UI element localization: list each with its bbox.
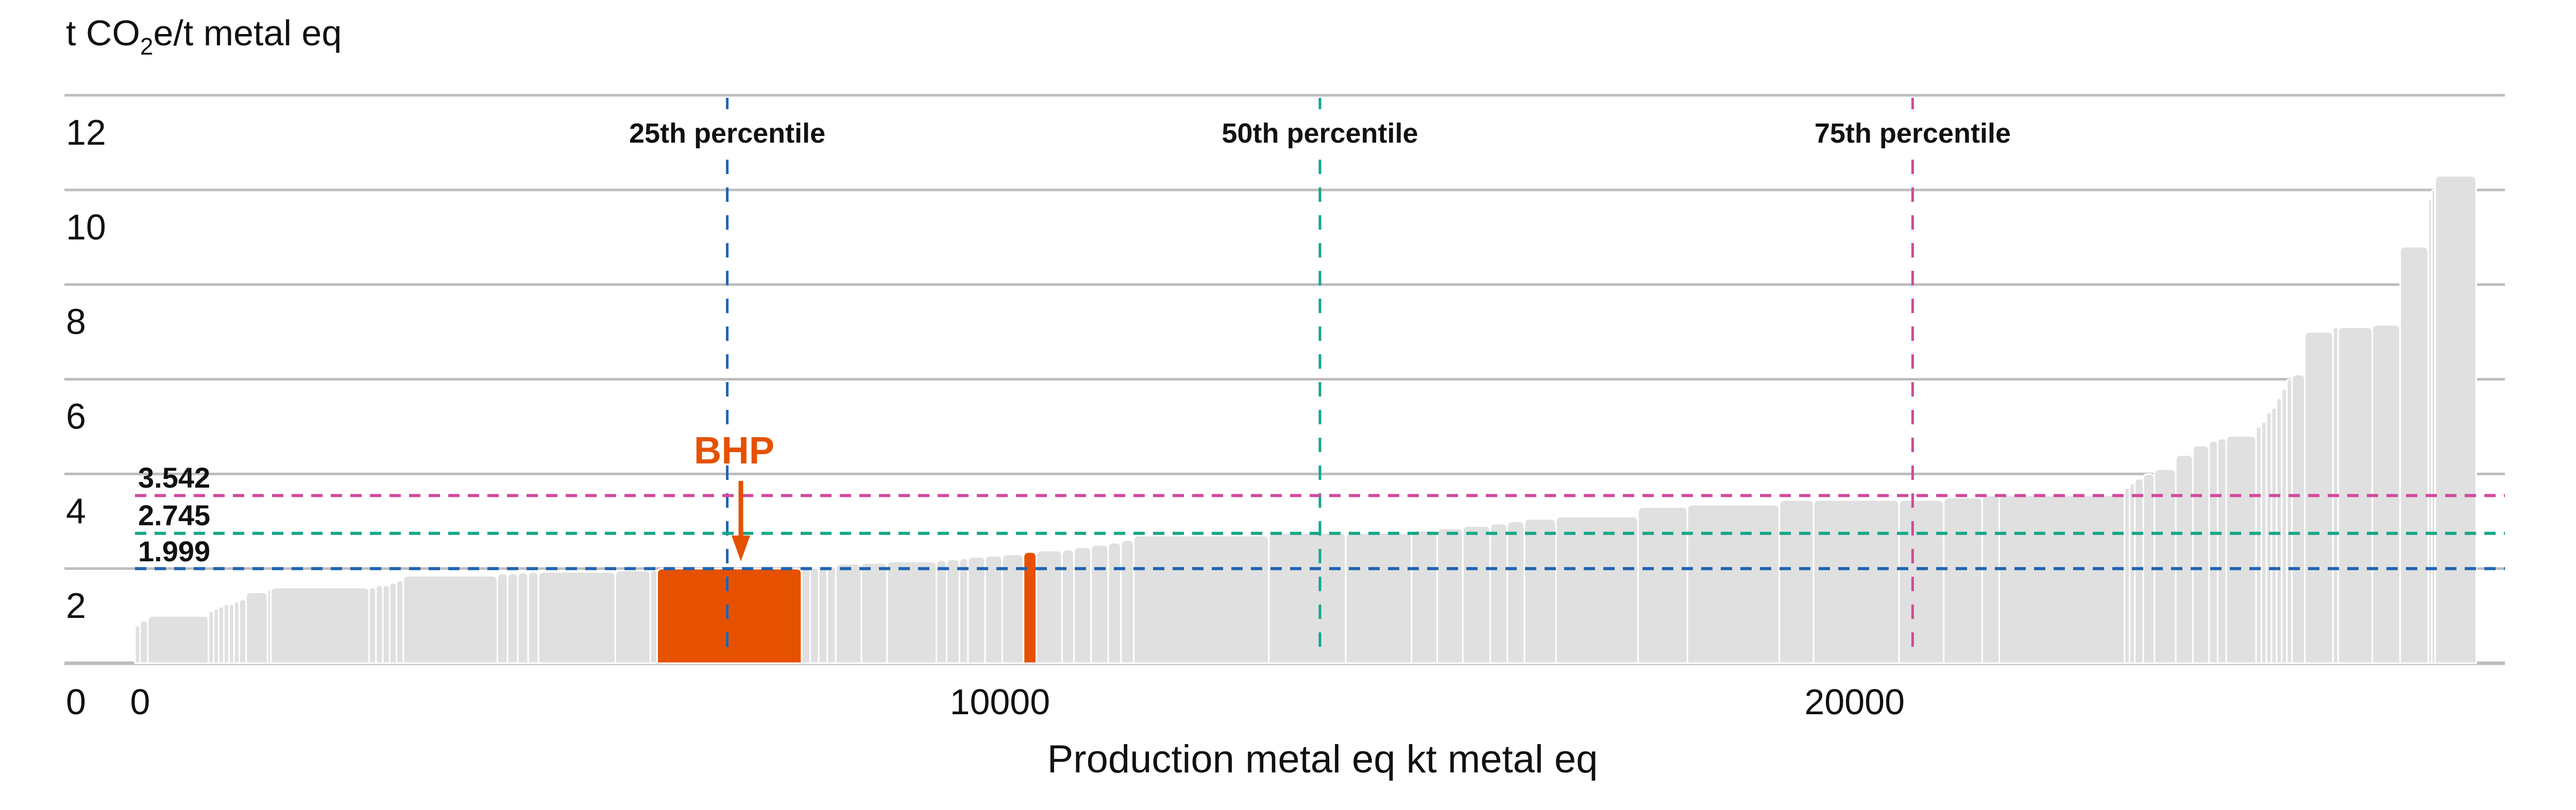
bar (1073, 546, 1092, 664)
bar (1120, 539, 1135, 664)
bar (1411, 530, 1438, 664)
percentile-value-label: 2.745 (138, 499, 210, 531)
bar (402, 575, 498, 664)
y-tick-label: 12 (66, 112, 106, 152)
y-tick-label: 6 (66, 397, 86, 437)
bar (2399, 246, 2429, 664)
bar (2371, 324, 2401, 664)
bar (1001, 554, 1025, 664)
bar (527, 571, 539, 664)
bar (1686, 504, 1781, 664)
bar (1523, 518, 1557, 664)
bar (1061, 548, 1075, 664)
bar (2291, 373, 2306, 664)
bar (270, 587, 370, 664)
bar (1981, 494, 2001, 664)
bar (368, 587, 377, 664)
y-axis-title: t CO2e/t metal eq (66, 13, 342, 60)
bar (835, 563, 862, 664)
bar (506, 572, 519, 664)
bar (945, 558, 960, 664)
percentile-label: 75th percentile (1815, 118, 2011, 149)
bhp-label: BHP (694, 429, 774, 472)
y-tick-label: 8 (66, 302, 86, 342)
bar (1345, 532, 1413, 664)
bar (2208, 440, 2218, 664)
bar (1107, 542, 1122, 664)
bars (134, 175, 2477, 664)
bar (2134, 478, 2144, 664)
bar (2225, 435, 2257, 664)
bar (537, 571, 616, 664)
bar (147, 615, 210, 664)
bar (2216, 437, 2227, 664)
x-tick-label: 20000 (1804, 682, 1905, 722)
bhp-bar (656, 567, 803, 664)
y-tick-label: 10 (66, 207, 106, 247)
bar (2154, 468, 2177, 664)
bar (1090, 544, 1109, 664)
bar (958, 557, 969, 664)
bar (375, 584, 384, 664)
bar (614, 570, 651, 664)
bar (886, 560, 938, 664)
bar (517, 572, 529, 664)
bar (984, 555, 1003, 664)
bar (1637, 506, 1688, 664)
bar (936, 559, 947, 664)
bhp-arrow-icon (732, 536, 750, 561)
y-tick-label: 4 (66, 491, 86, 531)
bar (139, 619, 149, 664)
y-tick-label: 0 (66, 682, 86, 722)
y-tick-label: 2 (66, 585, 86, 626)
bar (1943, 496, 1983, 664)
bar (2175, 454, 2194, 664)
bar (801, 567, 811, 664)
bar (818, 565, 828, 664)
bar (1778, 499, 1815, 664)
y-tick-labels: 0 2 4 6 8 10 12 (66, 112, 106, 722)
bar (1812, 499, 1900, 664)
bar (238, 598, 247, 664)
percentile-value-label: 1.999 (138, 535, 210, 567)
bar (1268, 532, 1347, 664)
x-tick-label: 0 (130, 682, 150, 722)
bar (1998, 494, 2126, 664)
bar (2304, 331, 2334, 664)
bar (649, 569, 658, 664)
bar (1436, 527, 1464, 664)
bar (2192, 444, 2210, 664)
bar (1898, 499, 1945, 664)
bar (496, 572, 509, 664)
bar (1133, 535, 1270, 664)
percentile-label: 25th percentile (629, 118, 825, 149)
bar (809, 566, 820, 664)
bar (826, 565, 837, 664)
x-axis-title: Production metal eq kt metal eq (1047, 737, 1598, 781)
bar (967, 556, 986, 664)
bar (388, 582, 398, 664)
x-tick-labels: 0 10000 20000 (130, 682, 1905, 722)
bar (245, 591, 268, 664)
bar (1555, 515, 1639, 664)
bar (2434, 175, 2477, 664)
percentile-value-label: 3.542 (138, 461, 210, 494)
bar (382, 584, 391, 664)
bar (1506, 520, 1526, 664)
bar (1462, 525, 1491, 664)
percentile-label: 50th percentile (1222, 118, 1418, 149)
bar (860, 562, 888, 664)
percentile-lines: 25th percentile 1.999 50th percentile 2.745… (135, 98, 2505, 656)
bar (396, 579, 404, 664)
x-tick-label: 10000 (950, 682, 1050, 722)
bar (1489, 523, 1509, 664)
